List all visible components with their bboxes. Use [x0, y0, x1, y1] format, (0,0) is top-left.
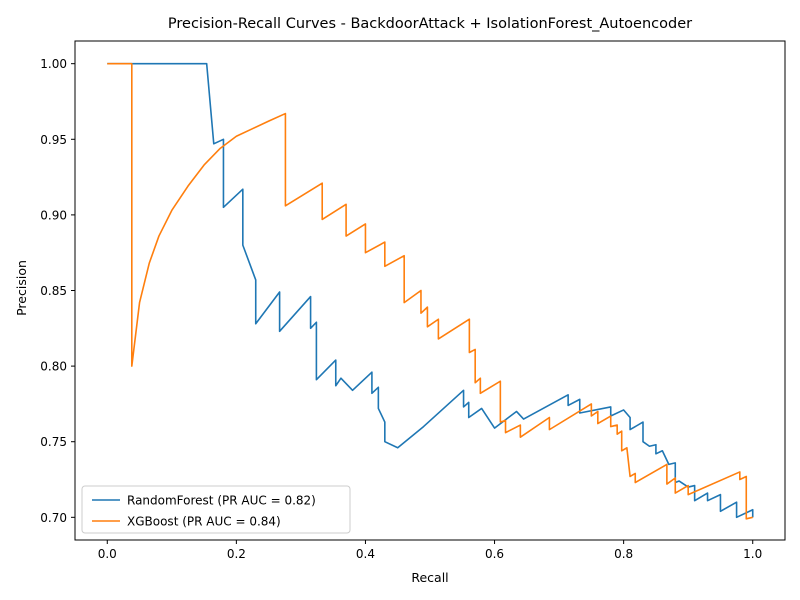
- y-tick-label: 0.85: [40, 284, 67, 298]
- series-line-0: [107, 62, 754, 519]
- x-axis-label: Recall: [411, 570, 448, 585]
- chart-title: Precision-Recall Curves - BackdoorAttack…: [168, 16, 692, 32]
- x-tick-label: 0.6: [485, 547, 504, 561]
- legend-label: RandomForest (PR AUC = 0.82): [127, 494, 316, 508]
- y-tick-label: 1.00: [40, 57, 67, 71]
- x-tick-label: 0.4: [356, 547, 375, 561]
- y-axis-ticks: 0.70 0.75 0.80 0.85 0.90 0.95 1.00: [40, 57, 75, 525]
- x-tick-label: 0.2: [227, 547, 246, 561]
- y-axis-label: Precision: [14, 260, 29, 316]
- x-axis-ticks: 0.0 0.2 0.4 0.6 0.8 1.0: [98, 540, 762, 561]
- axes-frame: [74, 40, 786, 541]
- x-tick-label: 0.8: [614, 547, 633, 561]
- series-lines: [107, 62, 754, 520]
- legend-label: XGBoost (PR AUC = 0.84): [127, 515, 281, 529]
- y-tick-label: 0.90: [40, 208, 67, 222]
- y-tick-label: 0.95: [40, 133, 67, 147]
- legend-box: [81, 485, 351, 534]
- series-line-1: [107, 62, 753, 520]
- y-tick-label: 0.80: [40, 360, 67, 374]
- y-tick-label: 0.75: [40, 435, 67, 449]
- legend: RandomForest (PR AUC = 0.82) XGBoost (PR …: [81, 485, 351, 534]
- x-tick-label: 1.0: [743, 547, 762, 561]
- y-tick-label: 0.70: [40, 511, 67, 525]
- x-tick-label: 0.0: [98, 547, 117, 561]
